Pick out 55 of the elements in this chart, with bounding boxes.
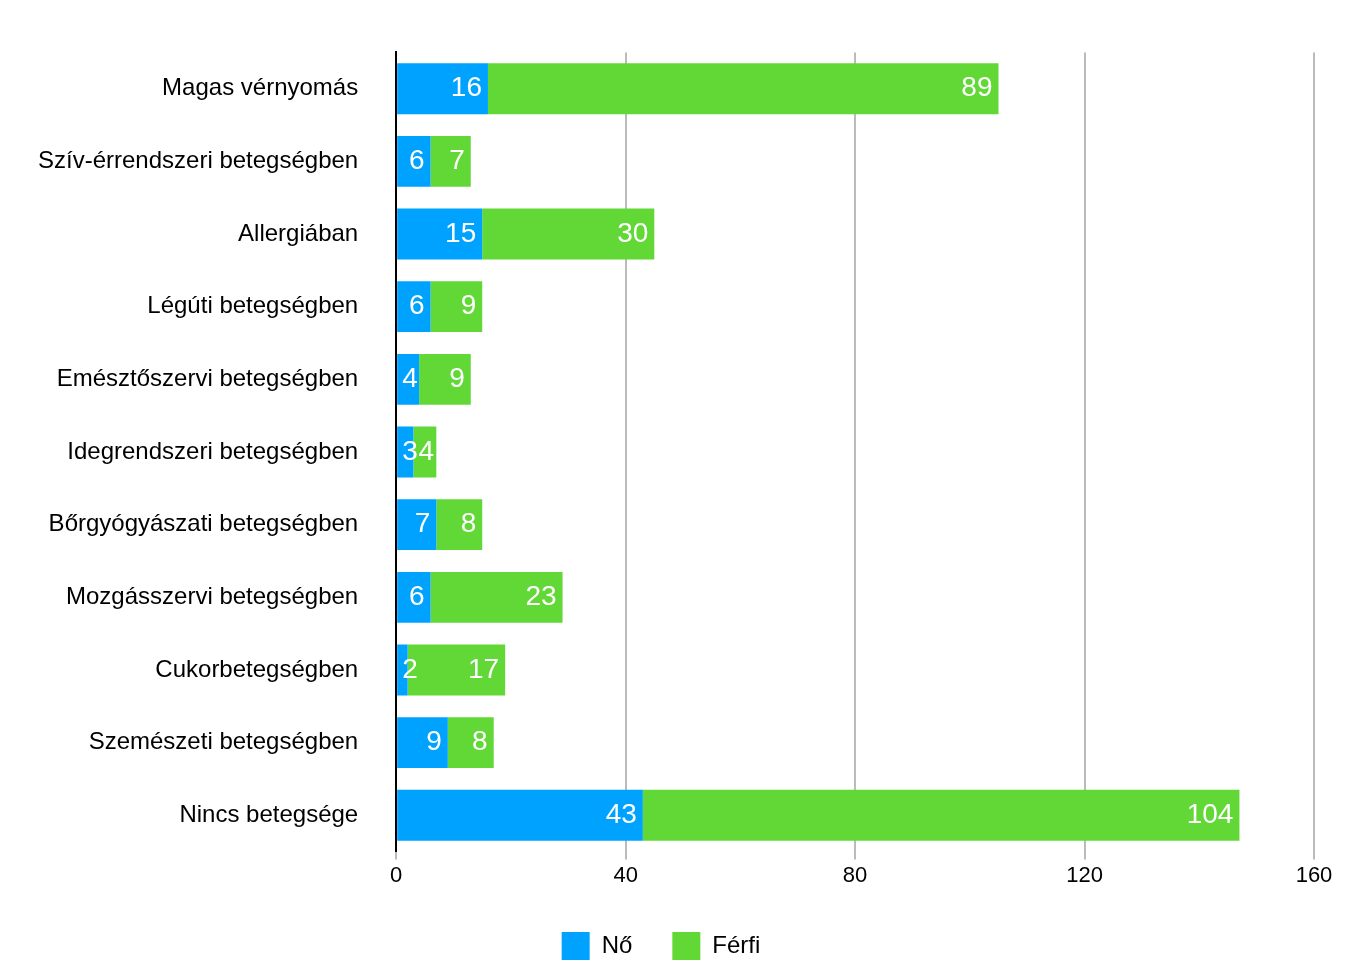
data-label: 9 (460, 289, 477, 321)
data-label: 9 (449, 362, 465, 394)
y-tick-label: Emésztőszervi betegségben (56, 363, 359, 391)
y-tick-label: Légúti betegségben (147, 291, 359, 319)
data-label: 8 (460, 507, 477, 539)
bar (397, 208, 483, 260)
y-tick-label: Bőrgyógyászati betegségben (48, 509, 359, 537)
data-label: 7 (449, 144, 465, 176)
bar (397, 499, 437, 551)
data-label: 8 (472, 725, 488, 757)
bar (482, 208, 655, 260)
bar (419, 353, 471, 405)
x-tick-label: 120 (1066, 861, 1103, 887)
data-label: 16 (450, 71, 482, 103)
data-label: 4 (402, 362, 418, 394)
data-label: 4 (418, 434, 434, 466)
data-label: 15 (445, 216, 477, 248)
data-label: 23 (525, 580, 557, 612)
y-tick-label: Szív-érrendszeri betegségben (37, 146, 359, 174)
bar (397, 63, 488, 115)
bar (430, 135, 471, 187)
y-tick-label: Allergiában (238, 218, 359, 246)
bar (397, 789, 643, 841)
bar (447, 717, 494, 769)
data-label: 6 (409, 144, 425, 176)
bar (642, 789, 1240, 841)
y-tick-label: Mozgásszervi betegségben (66, 581, 359, 609)
x-tick-label: 0 (390, 861, 403, 887)
bar (397, 717, 448, 769)
bar (430, 571, 563, 623)
bar (487, 63, 999, 115)
data-label: 17 (468, 652, 500, 684)
data-label: 43 (605, 797, 637, 829)
data-label: 30 (617, 216, 649, 248)
y-tick-label: Nincs betegsége (179, 799, 359, 827)
y-tick-label: Cukorbetegségben (155, 654, 359, 682)
bar (397, 571, 431, 623)
x-tick-label: 80 (842, 861, 868, 887)
data-label: 104 (1186, 797, 1234, 829)
data-label: 89 (961, 71, 993, 103)
y-tick-label: Idegrendszeri betegségben (67, 436, 359, 464)
data-label: 9 (426, 725, 442, 757)
y-tick-label: Magas vérnyomás (162, 73, 359, 101)
x-tick-label: 40 (613, 861, 638, 887)
bar (430, 281, 483, 333)
bar (436, 499, 483, 551)
y-tick-label: Szemészeti betegségben (88, 727, 359, 755)
data-label: 7 (414, 507, 431, 539)
legend-label: Férfi (712, 930, 761, 958)
data-label: 6 (409, 580, 425, 612)
data-label: 6 (409, 289, 425, 321)
bar (397, 281, 431, 333)
legend-label: Nő (601, 930, 633, 958)
x-tick-label: 160 (1295, 861, 1333, 887)
bar (397, 135, 431, 187)
